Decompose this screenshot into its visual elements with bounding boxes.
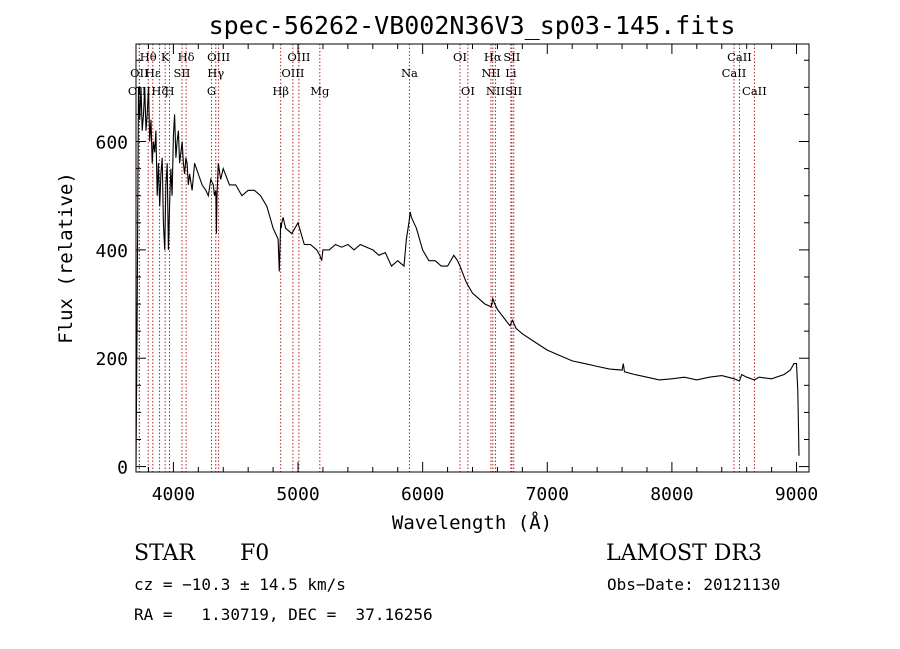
emission-line-label: CaII [722,66,747,80]
spectral-subclass: F0 [240,541,269,566]
spectrum-series-line [135,87,800,470]
emission-line-label: SII [505,84,522,98]
emission-line-label: NII [481,66,500,80]
emission-line-label: CaII [742,84,767,98]
emission-line-label: OI [461,84,475,98]
y-tick-label: 200 [95,349,128,370]
plot-frame [135,43,810,473]
emission-line-label: OII [130,66,149,80]
x-tick-label: 7000 [526,484,569,505]
x-tick-label: 6000 [401,484,444,505]
emission-line-label: CaII [727,50,752,64]
emission-line-label: SII [503,50,520,64]
emission-line-label: SII [174,66,191,80]
x-tick-label: 4000 [152,484,195,505]
chart-title: spec-56262-VB002N36V3_sp03-145.fits [209,11,736,40]
emission-line-label: OIII [207,50,230,64]
emission-line-label: OIII [287,50,310,64]
y-tick-label: 400 [95,241,128,262]
emission-line-label: Hβ [272,84,289,98]
emission-line-label: K [161,50,170,64]
emission-line-markers [138,44,755,472]
object-class: STAR [134,541,196,566]
emission-line-label: Hδ [178,50,195,64]
emission-line-label: Na [401,66,418,80]
emission-line-label: Li [505,66,517,80]
emission-line-label: Hζ [151,84,167,98]
y-axis-ticks: 0 200 400 600 [95,59,809,479]
emission-line-label: NII [486,84,505,98]
emission-line-label: H [165,84,175,98]
y-tick-label: 0 [117,458,128,479]
emission-line-label: Mg [310,84,330,98]
survey-name: LAMOST DR3 [606,541,762,566]
x-tick-label: 5000 [276,484,319,505]
x-axis-ticks: 4000 5000 6000 7000 8000 9000 [147,44,818,505]
emission-line-label: Hε [145,66,161,80]
x-tick-label: 8000 [650,484,693,505]
emission-line-label: OI [453,50,467,64]
observation-date: Obs−Date: 20121130 [607,575,780,594]
x-tick-label: 9000 [775,484,818,505]
y-tick-label: 600 [95,133,128,154]
emission-line-label: Hγ [207,66,224,80]
x-axis-title: Wavelength (Å) [392,511,552,534]
sky-coordinates: RA = 1.30719, DEC = 37.16256 [134,605,433,624]
y-axis-title: Flux (relative) [55,172,77,344]
emission-line-label: Hα [484,50,502,64]
emission-line-label: G [207,84,216,98]
redshift-cz: cz = −10.3 ± 14.5 km/s [134,575,346,594]
emission-line-label: Hθ [140,50,157,64]
emission-line-label: OIII [281,66,304,80]
